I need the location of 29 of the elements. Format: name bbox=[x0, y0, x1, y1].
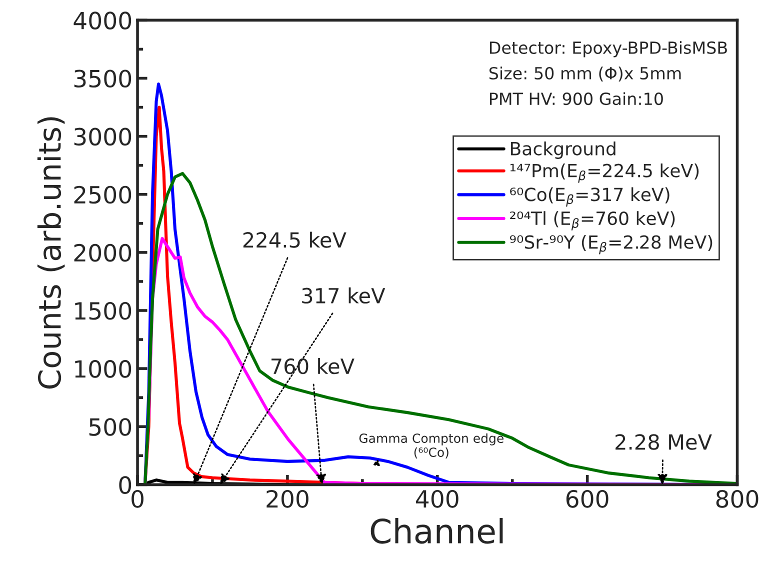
legend-label: ⁹⁰Sr-⁹⁰Y (E$_{β}$=2.28 MeV) bbox=[510, 234, 712, 254]
y-tick-label: 4000 bbox=[74, 12, 132, 30]
y-tick-label: 1000 bbox=[75, 360, 132, 378]
annotation: Size: 50 mm (Φ)x 5mm bbox=[489, 66, 681, 82]
y-tick-label: 2000 bbox=[74, 244, 132, 262]
x-tick-label: 0 bbox=[132, 490, 144, 508]
x-tick-label: 800 bbox=[716, 490, 758, 508]
x-tick-label: 200 bbox=[266, 490, 308, 508]
y-tick-label: 1500 bbox=[75, 302, 132, 320]
y-tick-label: 0 bbox=[119, 476, 132, 494]
annotation: Gamma Compton edge (⁶⁰Co) bbox=[359, 433, 504, 458]
legend-label: ²⁰⁴Tl (E$_{β}$=760 keV) bbox=[510, 211, 675, 230]
legend-label: Background bbox=[511, 141, 616, 159]
x-tick-label: 600 bbox=[566, 490, 608, 508]
legend-label: ⁶⁰Co(E$_{β}$=317 keV) bbox=[510, 187, 670, 207]
annotation: Detector: Epoxy-BPD-BisMSB bbox=[490, 41, 727, 58]
annotation: 760 keV bbox=[272, 358, 354, 374]
legend-label: ¹⁴⁷Pm(E$_{β}$=224.5 keV) bbox=[510, 163, 699, 183]
annotation: 317 keV bbox=[302, 287, 386, 304]
annotation: 2.28 MeV bbox=[616, 434, 712, 450]
y-tick-label: 2500 bbox=[74, 186, 132, 204]
y-tick-label: 3500 bbox=[74, 70, 132, 88]
y-tick-label: 3000 bbox=[74, 128, 132, 146]
annotation: 224.5 keV bbox=[243, 232, 346, 248]
x-tick-label: 400 bbox=[416, 490, 458, 508]
x-axis-title: Channel bbox=[370, 518, 503, 544]
y-tick-label: 500 bbox=[89, 418, 132, 436]
y-axis-title: Counts (arb.units) bbox=[37, 117, 65, 389]
annotation: PMT HV: 900 Gain:10 bbox=[490, 92, 663, 106]
